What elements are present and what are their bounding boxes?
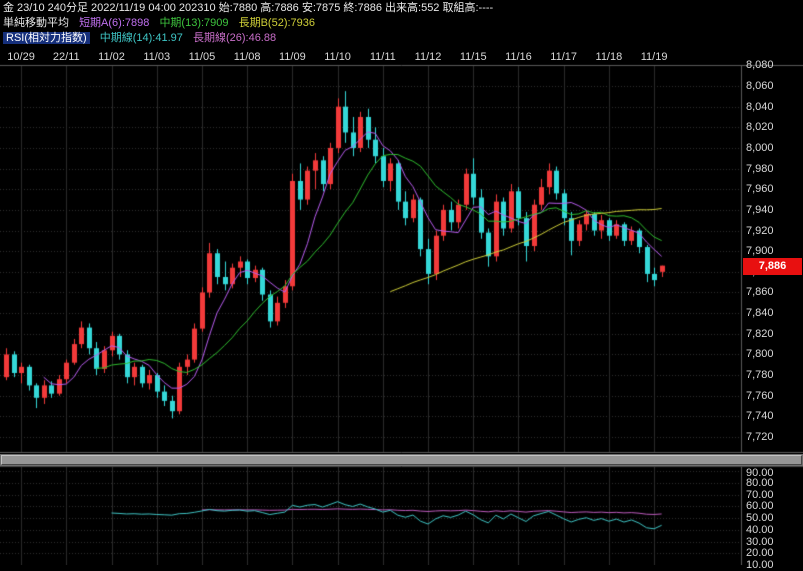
rsi-tick-label: 90.00 [746, 467, 774, 479]
horizontal-scrollbar[interactable] [0, 454, 803, 466]
rsi-tick-label: 50.00 [746, 512, 774, 525]
price-tick-label: 8,080 [746, 59, 774, 72]
rsi-title[interactable]: RSI(相対力指数) [3, 32, 90, 44]
price-tick-label: 8,040 [746, 100, 774, 113]
sma-mid-value: 中期(13):7909 [159, 17, 229, 29]
rsi-tick-label: 20.00 [746, 547, 774, 560]
date-label: 11/09 [279, 51, 306, 63]
date-label: 11/11 [369, 51, 396, 63]
instrument-info-line: 金 23/10 240分足 2022/11/19 04:00 202310 始:… [0, 1, 803, 16]
price-tick-label: 8,060 [746, 80, 774, 92]
price-tick-label: 8,020 [746, 121, 774, 134]
rsi-tick-label: 60.00 [746, 500, 774, 513]
sma-long-value: 長期B(52):7936 [238, 17, 316, 29]
sma-legend-line: 単純移動平均 短期A(6):7898 中期(13):7909 長期B(52):7… [0, 16, 803, 31]
sma-title: 単純移動平均 [3, 17, 69, 29]
price-tick-label: 7,860 [746, 286, 774, 299]
price-tick-label: 7,740 [746, 410, 774, 423]
price-tick-label: 7,800 [746, 348, 774, 361]
date-label: 10/29 [7, 51, 35, 63]
rsi-tick-label: 40.00 [746, 523, 774, 536]
rsi-tick-label: 70.00 [746, 488, 774, 501]
date-label: 11/05 [188, 51, 216, 63]
chart-header: 金 23/10 240分足 2022/11/19 04:00 202310 始:… [0, 1, 803, 46]
date-label: 22/11 [52, 51, 80, 63]
price-tick-label: 7,760 [746, 389, 774, 402]
rsi-legend-line: RSI(相対力指数) 中期線(14):41.97 長期線(26):46.88 [0, 31, 803, 46]
price-tick-label: 7,960 [746, 183, 774, 196]
date-label: 11/12 [414, 51, 442, 63]
date-label: 11/08 [233, 51, 261, 63]
date-label: 11/19 [640, 51, 668, 63]
date-label: 11/02 [98, 51, 125, 63]
rsi-tick-label: 80.00 [746, 476, 774, 489]
price-tick-label: 7,780 [746, 369, 774, 382]
price-tick-label: 8,000 [746, 141, 774, 154]
date-label: 11/17 [550, 51, 578, 63]
rsi-tick-label: 30.00 [746, 535, 774, 548]
date-label: 11/10 [324, 51, 351, 63]
price-tick-label: 7,900 [746, 245, 774, 258]
rsi-long-value: 長期線(26):46.88 [192, 32, 277, 44]
date-axis: 10/29 22/11 11/02 11/03 11/05 11/08 11/09 11/10… [0, 51, 803, 65]
price-tick-label: 7,940 [746, 203, 774, 216]
price-tick-label: 7,840 [746, 307, 774, 320]
price-tick-label: 7,920 [746, 224, 774, 237]
price-tick-label: 7,820 [746, 327, 774, 340]
date-label: 11/03 [143, 51, 171, 63]
scrollbar-handle[interactable] [1, 455, 802, 465]
sma-short-value: 短期A(6):7898 [79, 17, 150, 29]
price-tick-label: 7,980 [746, 162, 774, 175]
current-price-badge: 7,886 [743, 258, 802, 275]
date-label: 11/18 [595, 51, 623, 63]
instrument-ohlc-text: 金 23/10 240分足 2022/11/19 04:00 202310 始:… [3, 2, 494, 14]
rsi-tick-label: 10.00 [746, 559, 774, 571]
date-label: 11/15 [459, 51, 487, 63]
rsi-mid-value: 中期線(14):41.97 [99, 32, 183, 44]
date-label: 11/16 [505, 51, 532, 63]
price-tick-label: 7,720 [746, 431, 774, 444]
